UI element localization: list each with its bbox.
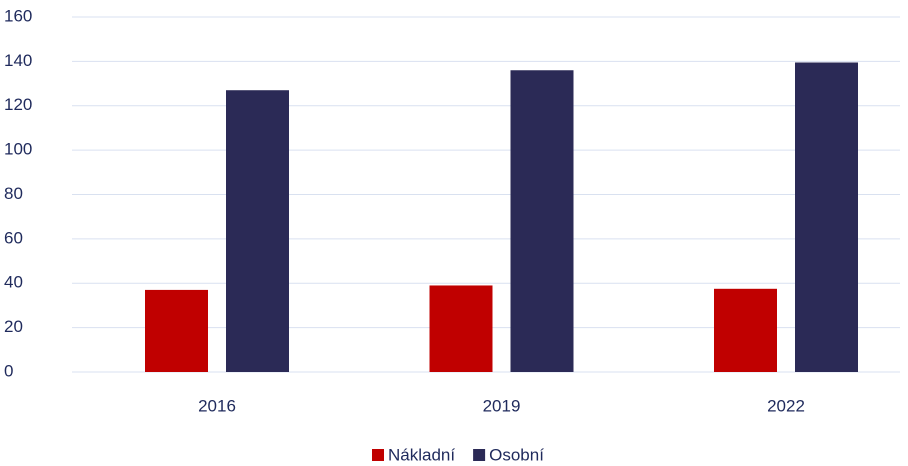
y-tick-label: 60 [4,228,23,247]
x-tick-label: 2019 [483,396,521,415]
bar [510,70,574,372]
y-tick-label: 80 [4,184,23,203]
y-tick-label: 140 [4,51,32,70]
legend-label: Nákladní [388,445,455,464]
x-tick-label: 2022 [767,396,805,415]
bar [714,288,777,372]
legend-swatch [473,449,486,461]
y-tick-label: 160 [4,6,32,25]
y-tick-label: 20 [4,317,23,336]
legend-label: Osobní [489,445,544,464]
y-tick-label: 40 [4,273,23,292]
bar [429,285,493,372]
bar [145,289,208,372]
y-tick-label: 100 [4,140,32,159]
y-tick-label: 120 [4,95,32,114]
bar [795,62,858,372]
x-tick-label: 2016 [198,396,236,415]
legend-swatch [372,449,384,461]
y-tick-label: 0 [4,361,13,380]
bar [226,90,289,372]
